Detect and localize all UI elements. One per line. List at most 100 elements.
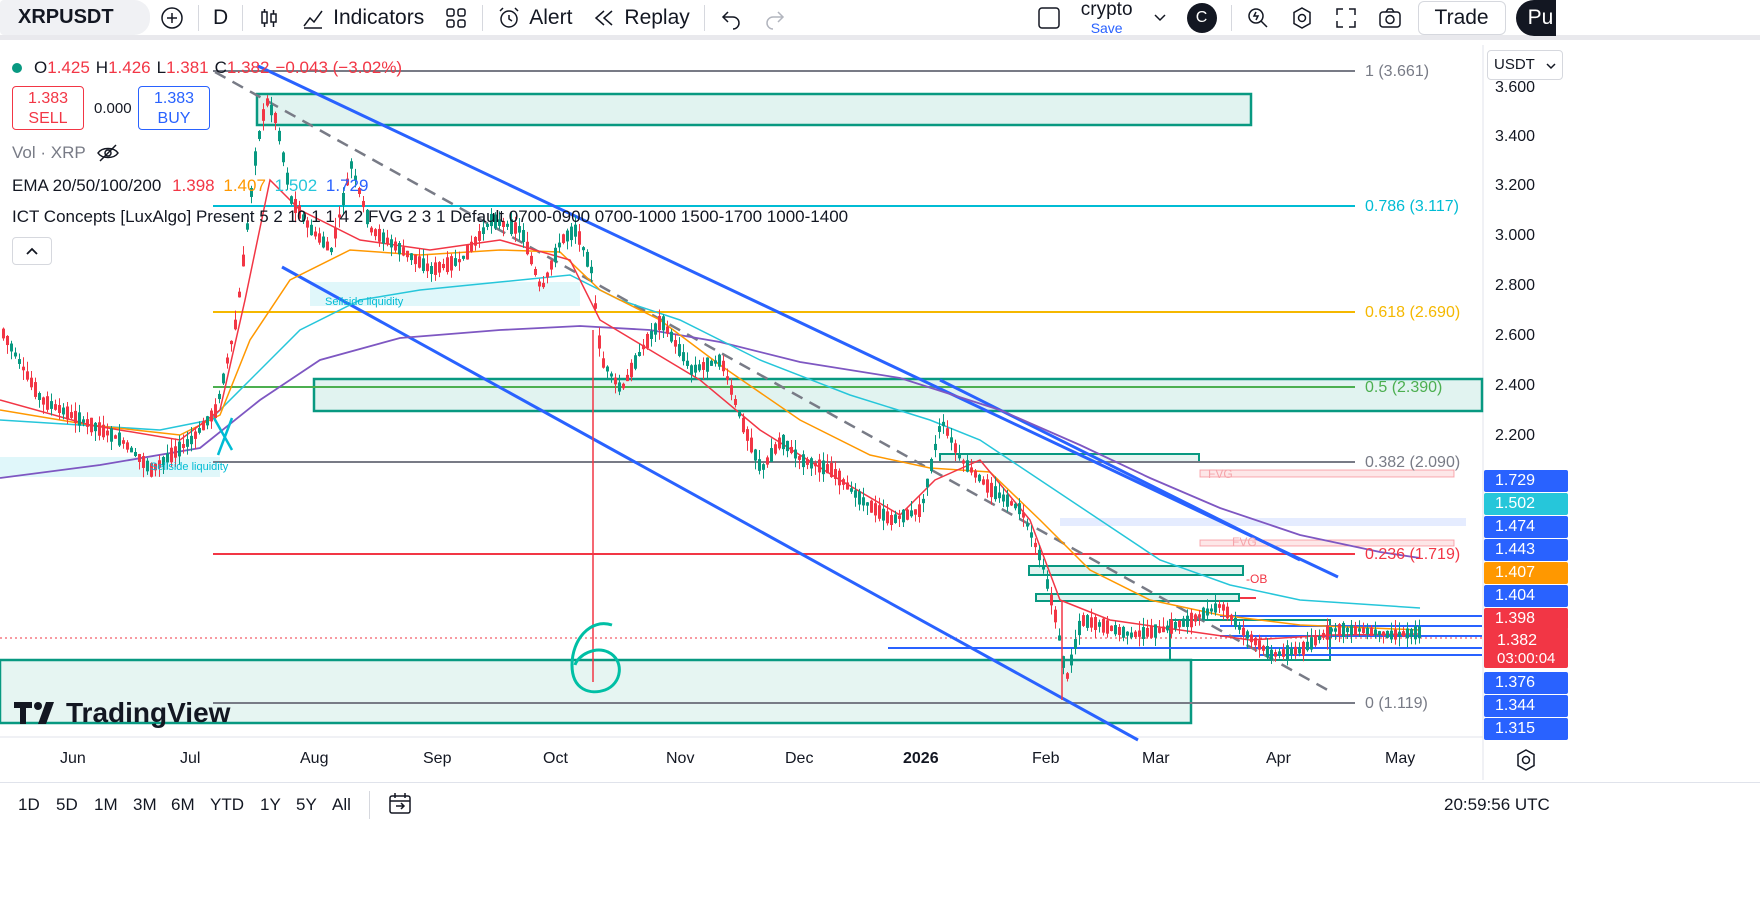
fvg-zone-1 xyxy=(1199,469,1455,478)
layout-toggle-button[interactable] xyxy=(1027,0,1071,35)
ema-legend[interactable]: EMA 20/50/100/200 1.398 1.407 1.502 1.72… xyxy=(12,176,368,196)
candle-body xyxy=(474,236,477,246)
supply-zone-top[interactable] xyxy=(255,92,1253,127)
channel-lower-line[interactable] xyxy=(281,265,1139,742)
candle-body xyxy=(366,209,369,225)
candle-body xyxy=(1178,620,1181,628)
indicator-templates-button[interactable] xyxy=(434,0,478,35)
date-range-button[interactable] xyxy=(387,791,413,822)
candle-body xyxy=(130,447,133,453)
candle-body xyxy=(854,490,857,498)
eye-hidden-icon[interactable] xyxy=(96,143,120,163)
currency-label: USDT xyxy=(1494,56,1535,73)
symbol-search-button[interactable]: XRPUSDT xyxy=(0,0,150,35)
ema-200-value: 1.729 xyxy=(325,176,369,195)
fullscreen-button[interactable] xyxy=(1324,0,1368,35)
buy-button[interactable]: 1.383 BUY xyxy=(138,86,210,130)
candle-body xyxy=(1086,615,1089,628)
save-layout-button[interactable]: crypto Save xyxy=(1071,0,1143,35)
trade-button[interactable]: Trade xyxy=(1417,0,1506,35)
candle-body xyxy=(1118,626,1121,636)
time-tick: Dec xyxy=(785,750,814,767)
volume-legend[interactable]: Vol · XRP xyxy=(12,143,120,163)
chart-settings-button[interactable] xyxy=(1514,748,1538,777)
range-button-ytd[interactable]: YTD xyxy=(210,795,244,814)
candle-body xyxy=(862,497,865,506)
redo-button[interactable] xyxy=(753,0,797,35)
indicators-button[interactable]: Indicators xyxy=(291,0,434,35)
bottom-toolbar: 1D 5D 1M 3M 6M YTD 1Y 5Y All 20:59:56 UT… xyxy=(0,782,1760,921)
candle-body xyxy=(874,503,877,516)
ohlc-open: O1.425 xyxy=(34,58,90,77)
chart-pane[interactable]: Sellside liquidity Sellside liquidity FV… xyxy=(0,45,1760,780)
collapse-legend-button[interactable] xyxy=(12,237,52,265)
candle-body xyxy=(186,439,189,447)
snapshot-button[interactable] xyxy=(1368,0,1412,35)
candle-body xyxy=(938,426,941,432)
channel-upper-line[interactable] xyxy=(257,64,1339,579)
candle-body xyxy=(1226,606,1229,619)
candlestick-series[interactable] xyxy=(2,95,1421,700)
layout-menu-button[interactable] xyxy=(1143,0,1177,35)
candle-body xyxy=(30,377,33,388)
timezone-clock[interactable]: 20:59:56 UTC xyxy=(1444,795,1550,814)
candle-body xyxy=(1082,615,1085,626)
x-marker[interactable] xyxy=(212,417,234,456)
bar-countdown: 03:00:04 xyxy=(1497,650,1556,667)
candle-body xyxy=(510,219,513,235)
interval-button[interactable]: D xyxy=(203,0,238,35)
dashed-midline[interactable] xyxy=(214,70,1334,695)
range-button-6m[interactable]: 6M xyxy=(171,795,195,814)
publish-button[interactable]: Pu xyxy=(1515,0,1556,36)
candle-body xyxy=(1110,625,1113,631)
account-button[interactable]: C xyxy=(1177,0,1227,35)
chart-type-button[interactable] xyxy=(247,0,291,35)
currency-select[interactable]: USDT xyxy=(1487,50,1563,80)
range-button-1y[interactable]: 1Y xyxy=(260,795,281,814)
range-button-3m[interactable]: 3M xyxy=(133,795,157,814)
handwritten-six[interactable] xyxy=(570,622,621,694)
candle-body xyxy=(1230,614,1233,621)
price-label-ema100: 1.502 xyxy=(1484,493,1568,515)
candle-body xyxy=(494,214,497,229)
time-tick: May xyxy=(1385,750,1416,767)
candle-body xyxy=(1310,637,1313,650)
candle-body xyxy=(750,437,753,453)
range-button-1d[interactable]: 1D xyxy=(18,795,40,814)
candle-body xyxy=(1326,625,1329,640)
price-chart[interactable]: Sellside liquidity Sellside liquidity FV… xyxy=(0,45,1760,780)
candle-body xyxy=(1370,627,1373,636)
candle-body xyxy=(610,373,613,377)
candle-body xyxy=(90,417,93,433)
candle-body xyxy=(982,479,985,485)
candle-body xyxy=(534,268,537,276)
save-label: Save xyxy=(1090,20,1123,36)
candle-body xyxy=(882,508,885,521)
range-button-5d[interactable]: 5D xyxy=(56,795,78,814)
candle-body xyxy=(934,443,937,451)
range-button-1m[interactable]: 1M xyxy=(94,795,118,814)
undo-button[interactable] xyxy=(709,0,753,35)
candle-body xyxy=(602,358,605,368)
alert-button[interactable]: Alert xyxy=(487,0,582,35)
range-box[interactable] xyxy=(1169,619,1331,661)
zone-0.5-level[interactable] xyxy=(312,377,1484,413)
sell-label: SELL xyxy=(28,110,68,127)
range-button-all[interactable]: All xyxy=(332,795,351,814)
settings-button[interactable] xyxy=(1280,0,1324,35)
tradingview-watermark[interactable]: TradingView xyxy=(14,697,230,729)
candle-body xyxy=(958,453,961,459)
compare-symbol-button[interactable] xyxy=(150,0,194,35)
ema-100-value: 1.502 xyxy=(274,176,318,195)
candle-body xyxy=(1122,626,1125,638)
replay-button[interactable]: Replay xyxy=(582,0,699,35)
zone-ob-upper[interactable] xyxy=(1028,565,1244,576)
zone-ob-lower[interactable] xyxy=(1035,593,1240,602)
price-label-ema20: 1.398 xyxy=(1484,608,1568,630)
sell-button[interactable]: 1.383 SELL xyxy=(12,86,84,130)
candle-body xyxy=(222,373,225,384)
candle-body xyxy=(1322,632,1325,638)
range-button-5y[interactable]: 5Y xyxy=(296,795,317,814)
quick-search-button[interactable] xyxy=(1236,0,1280,35)
ict-concepts-legend[interactable]: ICT Concepts [LuxAlgo] Present 5 2 10 1 … xyxy=(12,207,848,227)
